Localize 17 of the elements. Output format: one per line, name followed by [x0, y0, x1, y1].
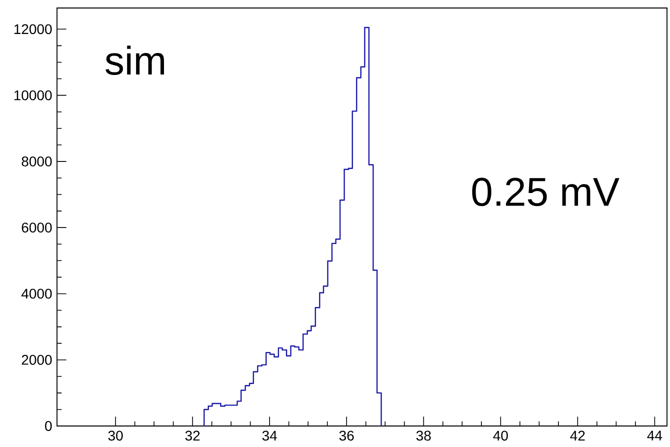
y-tick-label: 8000	[22, 156, 52, 166]
x-tick-label: 44	[647, 430, 662, 440]
annotation: sim	[106, 46, 164, 75]
y-tick-label: 10000	[14, 90, 52, 100]
y-tick-label: 6000	[22, 222, 52, 233]
x-tick-label: 32	[185, 430, 200, 441]
x-tick-label: 30	[108, 430, 123, 441]
x-tick-label: 40	[493, 430, 508, 441]
y-tick-label: 4000	[21, 288, 52, 299]
y-tick-label: 12000	[14, 24, 52, 34]
y-tick-label: 2000	[22, 354, 52, 365]
x-tick-label: 38	[416, 430, 431, 441]
x-tick-label: 42	[570, 430, 585, 440]
annotation: 0.25 mV	[472, 178, 620, 206]
x-tick-label: 34	[262, 430, 277, 441]
x-tick-label: 36	[339, 430, 354, 441]
y-tick-label: 0	[45, 421, 52, 431]
